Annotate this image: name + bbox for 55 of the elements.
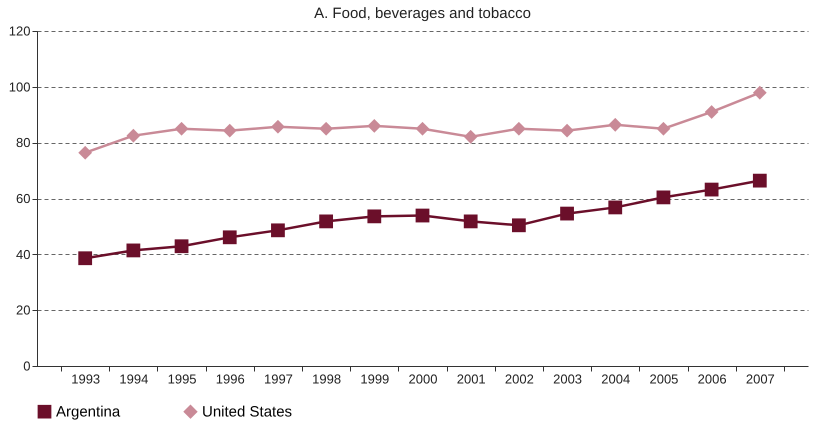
legend-label: Argentina [56,404,121,421]
point [174,122,188,136]
point [752,86,767,100]
point [704,105,719,119]
x-tick-label: 1999 [360,372,390,386]
x-tick-label: 2007 [746,372,775,386]
y-tick-label: 100 [8,79,30,94]
point [512,122,526,136]
point [367,119,382,133]
x-tick-label: 1995 [168,372,197,386]
x-tick-label: 2001 [456,372,486,386]
x-tick-label: 1994 [119,372,148,386]
x-tick-label: 2004 [601,372,630,386]
point [560,124,574,138]
x-tick-label: 2006 [698,372,727,386]
y-tick-label: 60 [16,191,30,206]
x-tick-label: 2005 [649,372,678,386]
y-tick-label: 20 [16,302,30,318]
x-tick-label: 2002 [504,372,534,386]
point [126,244,140,258]
legend-label: United States [202,404,292,421]
y-tick-label: 0 [23,358,30,374]
point [222,230,237,244]
point [656,190,670,204]
y-tick-label: 120 [8,24,30,38]
point [560,206,574,220]
point [416,122,430,136]
point [464,130,478,144]
point [416,208,430,222]
x-tick-label: 1997 [264,372,293,386]
point [704,182,719,196]
point [78,251,92,266]
x-tick-label: 1998 [312,372,342,386]
point [464,214,478,228]
point [608,118,622,132]
x-tick-label: 1996 [216,372,245,386]
y-tick-label: 80 [16,135,30,150]
point [174,239,188,254]
point [367,209,382,224]
point [271,223,285,238]
x-tick-label: 2000 [408,372,438,386]
point [271,120,285,134]
point [319,214,334,228]
point [126,128,140,143]
point [512,218,526,232]
point [319,122,334,136]
point [752,174,767,188]
point [656,122,670,136]
point [78,146,92,160]
y-tick-label: 40 [16,246,30,262]
x-tick-label: 1993 [71,372,100,386]
point [222,124,237,138]
chart-title: A. Food, beverages and tobacco [314,5,531,22]
point [608,200,622,214]
x-tick-label: 2003 [553,372,582,386]
